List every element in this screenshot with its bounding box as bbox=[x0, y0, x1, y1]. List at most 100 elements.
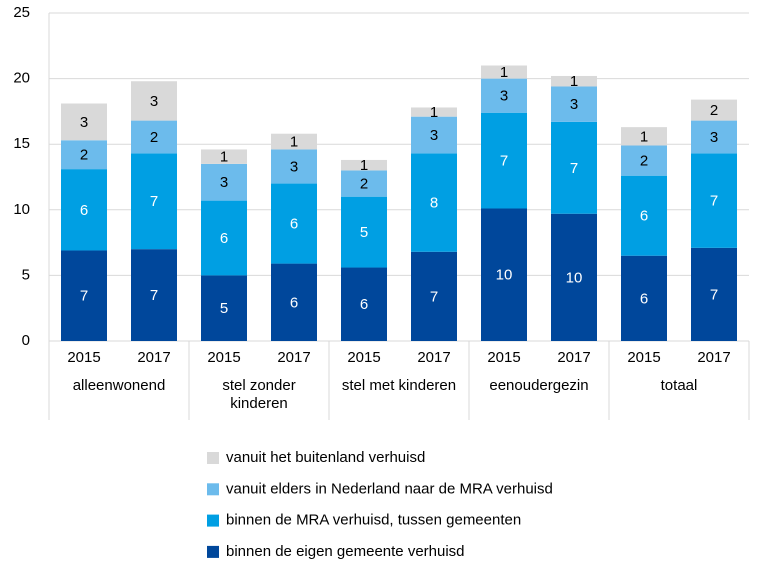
y-tick-label: 5 bbox=[22, 266, 30, 283]
bar-segment bbox=[621, 255, 667, 341]
bar-segment bbox=[201, 149, 247, 164]
bar-segment bbox=[691, 99, 737, 121]
data-label: 5 bbox=[220, 300, 228, 317]
bar-segment bbox=[411, 107, 457, 117]
bar-segment bbox=[271, 133, 317, 150]
bar-segment bbox=[201, 163, 247, 201]
data-label: 1 bbox=[640, 128, 648, 145]
y-tick-label: 15 bbox=[13, 135, 30, 152]
x-tick-label: 2017 bbox=[557, 349, 590, 366]
data-label: 6 bbox=[640, 208, 648, 225]
bar-segment bbox=[551, 121, 597, 214]
data-label: 3 bbox=[80, 114, 88, 131]
legend-label: binnen de MRA verhuisd, tussen gemeenten bbox=[226, 512, 521, 529]
data-label: 7 bbox=[500, 153, 508, 170]
bar-segment bbox=[621, 127, 667, 146]
bar-segment bbox=[411, 116, 457, 154]
bar-segment bbox=[551, 75, 597, 87]
data-label: 3 bbox=[150, 93, 158, 110]
data-label: 1 bbox=[430, 104, 438, 121]
legend-label: vanuit elders in Nederland naar de MRA v… bbox=[226, 480, 553, 497]
data-label: 6 bbox=[360, 296, 368, 313]
data-label: 1 bbox=[290, 134, 298, 151]
bar-segment bbox=[691, 247, 737, 341]
data-label: 8 bbox=[430, 195, 438, 212]
bar-segment bbox=[481, 78, 527, 113]
bar-segment bbox=[61, 169, 107, 251]
bar-segment bbox=[201, 275, 247, 341]
bar-segment bbox=[551, 213, 597, 341]
data-label: 5 bbox=[360, 224, 368, 241]
bar-segment bbox=[341, 196, 387, 268]
legend-swatch bbox=[207, 514, 219, 527]
data-label: 3 bbox=[220, 174, 228, 191]
bar-segment bbox=[411, 153, 457, 252]
x-tick-label: 2015 bbox=[487, 349, 520, 366]
data-label: 1 bbox=[360, 157, 368, 174]
bar-segment bbox=[271, 263, 317, 341]
bar-segment bbox=[481, 112, 527, 209]
group-label: totaal bbox=[660, 377, 698, 394]
data-label: 7 bbox=[150, 193, 158, 210]
data-label: 7 bbox=[150, 287, 158, 304]
data-label: 7 bbox=[80, 288, 88, 305]
data-label: 1 bbox=[220, 149, 228, 166]
bar-segment bbox=[341, 267, 387, 341]
bar-segment bbox=[341, 159, 387, 171]
data-label: 3 bbox=[570, 96, 578, 113]
bar-segment bbox=[621, 175, 667, 256]
bar-segment bbox=[481, 208, 527, 341]
bar-segment bbox=[131, 249, 177, 341]
bar-segment bbox=[61, 250, 107, 341]
y-tick-label: 20 bbox=[13, 70, 30, 87]
data-label: 7 bbox=[570, 160, 578, 177]
group-label: eenoudergezin bbox=[489, 377, 589, 394]
legend-swatch bbox=[207, 483, 219, 496]
x-tick-label: 2017 bbox=[137, 349, 170, 366]
data-label: 7 bbox=[710, 193, 718, 210]
data-label: 6 bbox=[290, 216, 298, 233]
data-label: 2 bbox=[150, 129, 158, 146]
bar-segment bbox=[481, 65, 527, 79]
data-label: 7 bbox=[430, 288, 438, 305]
x-tick-label: 2017 bbox=[697, 349, 730, 366]
legend-swatch bbox=[207, 452, 219, 464]
bar-segment bbox=[131, 81, 177, 121]
y-tick-label: 10 bbox=[13, 201, 30, 218]
bar-segment bbox=[61, 103, 107, 141]
bar-segment bbox=[201, 200, 247, 276]
data-label: 3 bbox=[290, 158, 298, 175]
data-label: 10 bbox=[566, 269, 583, 286]
legend-swatch bbox=[207, 545, 219, 558]
data-label: 7 bbox=[710, 286, 718, 303]
data-label: 1 bbox=[500, 64, 508, 81]
bar-segment bbox=[551, 86, 597, 122]
bar-segment bbox=[691, 120, 737, 154]
bar-segment bbox=[411, 251, 457, 341]
bar-segment bbox=[341, 170, 387, 197]
group-label: stel met kinderen bbox=[341, 377, 457, 394]
bar-segment bbox=[691, 153, 737, 248]
legend-label: vanuit het buitenland verhuisd bbox=[226, 449, 425, 466]
data-label: 6 bbox=[80, 202, 88, 219]
data-label: 3 bbox=[430, 127, 438, 144]
data-label: 2 bbox=[360, 176, 368, 193]
data-label: 3 bbox=[710, 129, 718, 146]
group-label: stel zonder kinderen bbox=[222, 377, 296, 412]
data-label: 2 bbox=[710, 102, 718, 119]
data-label: 10 bbox=[496, 267, 513, 284]
x-tick-label: 2015 bbox=[67, 349, 100, 366]
data-label: 6 bbox=[640, 290, 648, 307]
y-tick-label: 25 bbox=[13, 4, 30, 21]
data-label: 6 bbox=[290, 294, 298, 311]
bar-segment bbox=[621, 145, 667, 176]
bar-segment bbox=[271, 183, 317, 264]
bar-segment bbox=[131, 120, 177, 154]
group-label: alleenwonend bbox=[72, 377, 166, 394]
bar-segment bbox=[61, 140, 107, 170]
x-tick-label: 2015 bbox=[627, 349, 660, 366]
data-label: 3 bbox=[500, 88, 508, 105]
legend-label: binnen de eigen gemeente verhuisd bbox=[226, 543, 465, 560]
